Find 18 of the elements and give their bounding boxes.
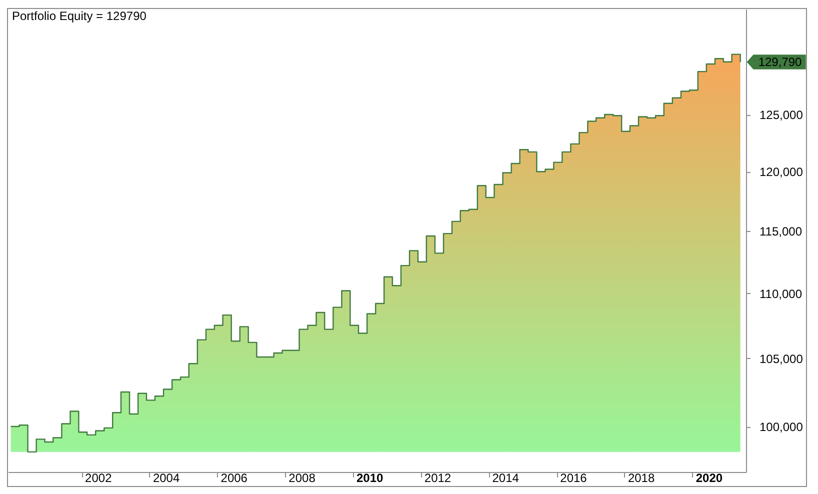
y-tick-label: 125,000 [760, 108, 804, 122]
y-tick-label: 110,000 [760, 286, 802, 301]
x-tick-label: 2004 [152, 471, 180, 485]
x-tick-label: 2014 [492, 471, 520, 485]
x-tick-label: 2020 [696, 471, 723, 485]
x-tick-label: 2002 [85, 471, 112, 485]
y-tick-label: 120,000 [760, 165, 804, 180]
x-tick-label: 2012 [424, 471, 452, 485]
y-tick-label: 115,000 [760, 224, 802, 239]
x-tick-label: 2006 [220, 471, 248, 485]
x-tick-label: 2018 [628, 471, 655, 485]
y-tick-label: 105,000 [760, 352, 804, 366]
x-tick-label: 2010 [356, 471, 384, 485]
x-tick-label: 2008 [288, 471, 316, 485]
x-tick-label: 2016 [560, 471, 588, 485]
y-tick-label: 100,000 [760, 420, 804, 434]
annotation: 129,790 [758, 54, 802, 69]
chart-title: Portfolio Equity = 129790 [12, 9, 147, 23]
